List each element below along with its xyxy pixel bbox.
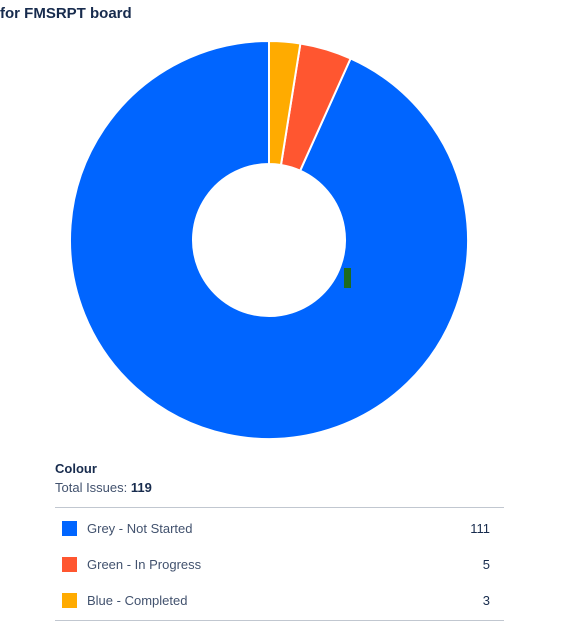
mouse-cursor-marker — [344, 268, 351, 288]
total-issues-label: Total Issues: — [55, 480, 128, 495]
chart-title: for FMSRPT board — [0, 5, 132, 22]
legend-title: Colour — [55, 461, 97, 476]
legend-row-completed[interactable]: Blue - Completed 3 — [55, 582, 504, 618]
donut-chart — [69, 39, 469, 440]
legend-value-completed: 3 — [482, 592, 490, 608]
legend-swatch-not-started — [62, 520, 77, 536]
legend-value-not-started: 111 — [470, 520, 490, 536]
legend-row-not-started[interactable]: Grey - Not Started 111 — [55, 510, 504, 546]
legend-swatch-in-progress — [62, 556, 77, 572]
legend-swatch-completed — [62, 592, 77, 608]
legend-table: Grey - Not Started 111 Green - In Progre… — [55, 507, 504, 621]
legend-label-in-progress: Green - In Progress — [87, 556, 202, 572]
legend-header: Colour Total Issues: 119 — [55, 461, 152, 495]
legend-label-completed: Blue - Completed — [87, 592, 188, 608]
legend-label-not-started: Grey - Not Started — [87, 520, 193, 536]
donut-slice-completed[interactable] — [268, 39, 302, 167]
total-issues-value: 119 — [130, 480, 152, 495]
total-issues: Total Issues: 119 — [55, 480, 152, 495]
legend-row-in-progress[interactable]: Green - In Progress 5 — [55, 546, 504, 582]
legend-value-in-progress: 5 — [482, 556, 490, 572]
donut-slice-not-started[interactable] — [69, 39, 469, 440]
